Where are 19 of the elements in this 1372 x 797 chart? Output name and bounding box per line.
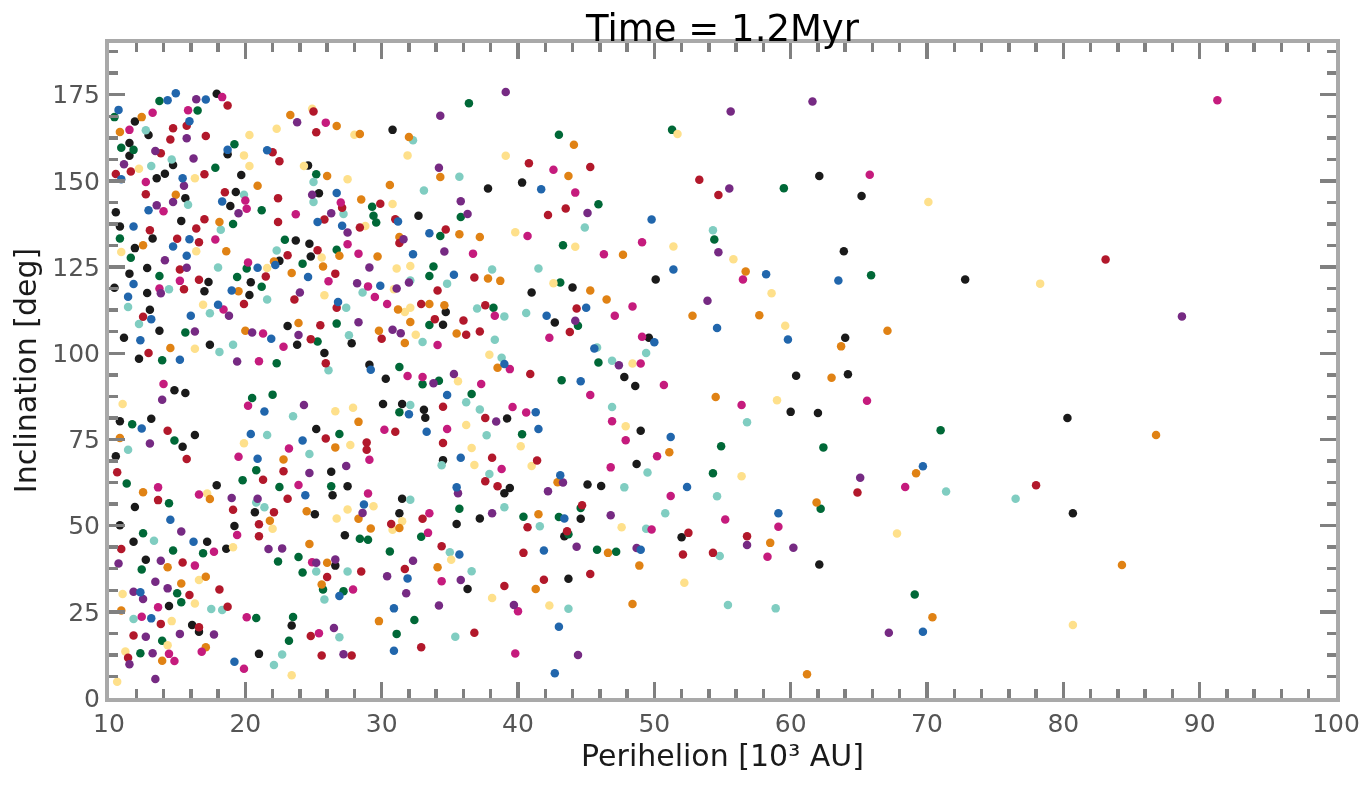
- y-tick-label: 125: [52, 252, 100, 282]
- x-tick-label: 40: [502, 709, 534, 738]
- y-tick-label: 25: [68, 597, 100, 627]
- y-tick-label: 175: [52, 80, 100, 110]
- x-tick-label: 50: [638, 709, 671, 738]
- x-axis-title: Perihelion [10³ AU]: [581, 738, 864, 773]
- x-tick-label: 30: [365, 709, 398, 738]
- y-axis-title: Inclination [deg]: [7, 247, 43, 494]
- x-tick-label: 20: [229, 709, 262, 738]
- x-tick-label: 60: [774, 709, 807, 738]
- x-tick-label: 80: [1047, 709, 1080, 738]
- chart-title: Time = 1.2Myr: [585, 7, 860, 50]
- y-tick-label: 100: [52, 339, 100, 369]
- y-tick-label: 75: [68, 425, 100, 455]
- y-tick-label: 150: [52, 166, 100, 196]
- x-tick-label: 100: [1312, 709, 1360, 738]
- y-tick-label: 50: [68, 511, 100, 541]
- x-tick-label: 90: [1183, 709, 1216, 738]
- x-tick-label: 70: [911, 709, 943, 738]
